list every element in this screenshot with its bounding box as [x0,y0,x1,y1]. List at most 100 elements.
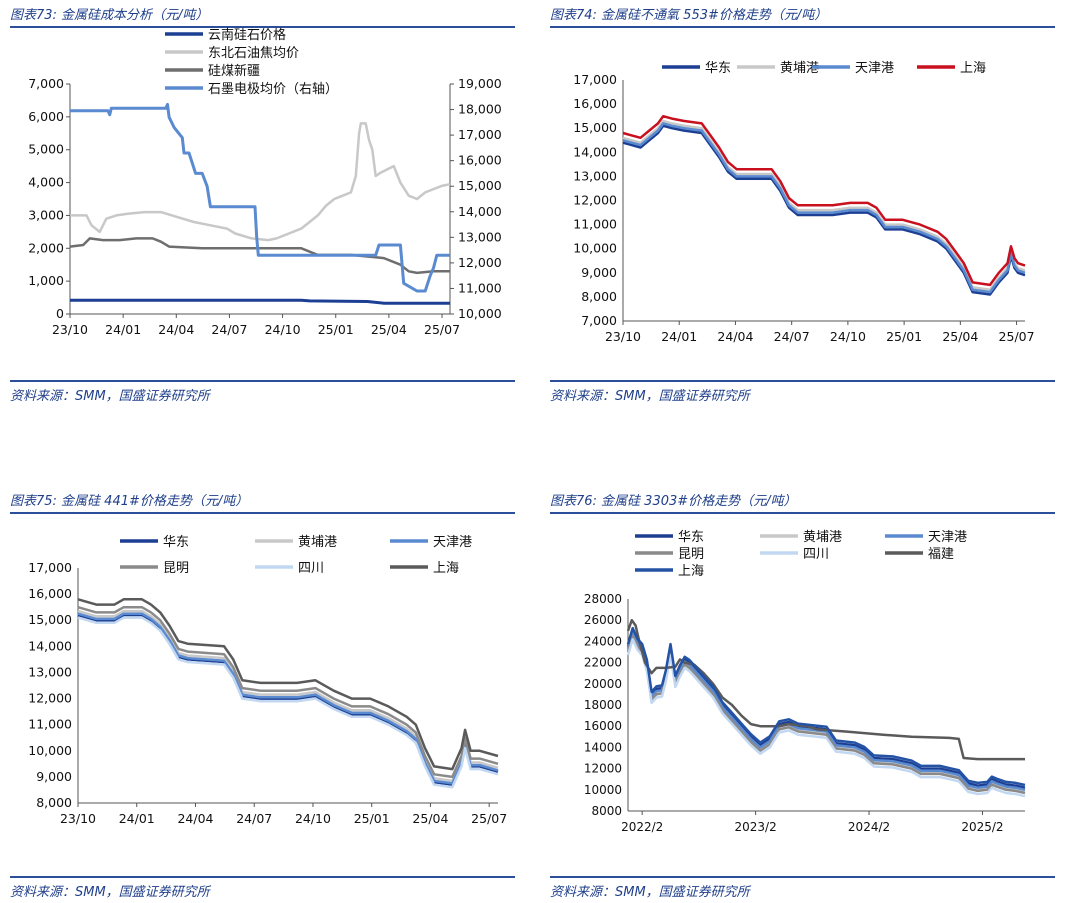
y-tick-label: 11,000 [28,717,72,732]
x-tick-label: 24/04 [717,329,753,344]
series-line-3 [69,237,450,275]
x-tick-label: 25/01 [318,322,354,337]
legend-label: 天津港 [433,535,472,550]
y-tick-label: 1,000 [28,273,64,288]
x-tick-label: 24/07 [774,329,810,344]
y-tick-label: 6,000 [28,109,64,124]
y-tick-label: 9,000 [581,265,617,280]
y-tick-label: 12,000 [573,193,617,208]
series-line-5 [626,638,1026,798]
legend-label: 华东 [705,61,731,76]
y-tick-label: 10000 [584,783,622,797]
chart-75: 8,000 9,000 10,000 11,000 12,000 13,000 14,000… [28,535,507,826]
y-tick-label: 4,000 [28,175,64,190]
series-line-1 [622,124,1026,296]
y-tick-label: 8,000 [581,289,617,304]
series-line-2 [70,122,451,242]
legend-label: 云南硅石价格 [208,27,286,43]
y-tick-label: 14000 [584,740,622,754]
chart-source: 资料来源：SMM，国盛证券研究所 [10,380,515,404]
series-line-2 [622,119,1026,291]
y-tick-label: 10,000 [28,743,72,758]
x-tick-label: 25/01 [354,811,390,826]
y-tick-label: 16,000 [573,96,617,111]
x-tick-label: 2023/2 [734,820,776,834]
x-tick-label: 23/10 [60,811,96,826]
x-tick-label: 24/07 [236,811,272,826]
legend-label: 天津港 [928,530,967,545]
x-tick-label: 2024/2 [848,820,890,834]
legend-label: 黄埔港 [780,61,819,76]
y-tick-label: 12,000 [28,691,72,706]
y2-tick-label: 10,000 [458,306,502,321]
y2-tick-label: 14,000 [458,204,502,219]
y-tick-label: 20000 [584,677,622,691]
y-tick-label: 17,000 [573,72,617,87]
y-tick-label: 9,000 [36,769,72,784]
legend-label: 黄埔港 [298,535,337,550]
y-tick-label: 15,000 [28,612,72,627]
y2-tick-label: 12,000 [458,255,502,270]
x-tick-label: 25/01 [886,329,922,344]
y-tick-label: 18000 [584,698,622,712]
x-tick-label: 24/04 [177,811,213,826]
legend-label: 天津港 [855,61,894,76]
x-tick-label: 24/04 [158,322,194,337]
x-tick-label: 24/01 [119,811,155,826]
x-tick-label: 23/10 [605,329,641,344]
legend-label: 昆明 [678,547,704,562]
series-line-3 [77,612,499,785]
series-line-6 [626,618,1025,761]
chart-source: 资料来源：SMM，国盛证券研究所 [550,876,1055,900]
legend-label: 上海 [433,561,459,576]
legend-label: 上海 [960,61,986,76]
y-tick-label: 13,000 [573,168,617,183]
x-tick-label: 24/10 [265,322,301,337]
legend-label: 上海 [678,564,704,579]
x-tick-label: 25/07 [424,322,460,337]
y-tick-label: 17,000 [28,560,72,575]
chart-title: 图表74: 金属硅不通氧 553#价格走势（元/吨） [550,4,1055,28]
legend-label: 四川 [803,547,829,562]
y2-tick-label: 13,000 [458,229,502,244]
series-line-3 [626,631,1026,792]
x-tick-label: 24/07 [211,322,247,337]
series-line-6 [77,598,499,771]
x-tick-label: 2025/2 [961,820,1003,834]
legend-label: 四川 [298,561,324,576]
y2-tick-label: 18,000 [458,102,502,117]
series-line-3 [622,122,1026,294]
y2-tick-label: 15,000 [458,178,502,193]
chart-source: 资料来源：SMM，国盛证券研究所 [10,876,515,900]
chart-74: 7,000 8,000 9,000 10,000 11,000 12,000 13,000 1… [573,61,1034,344]
series-line-5 [77,616,499,789]
x-tick-label: 25/04 [371,322,407,337]
legend-label: 华东 [163,535,189,550]
chart-73: 0 1,000 2,000 3,000 4,000 5,000 6,000 7,000 10,0… [28,27,502,337]
y2-tick-label: 16,000 [458,153,502,168]
y2-tick-label: 19,000 [458,76,502,91]
y-tick-label: 10,000 [573,241,617,256]
y-tick-label: 14,000 [573,144,617,159]
y-tick-label: 16000 [584,719,622,733]
y-tick-label: 14,000 [28,638,72,653]
legend-label: 石墨电极均价（右轴） [208,82,338,97]
chart-title: 图表75: 金属硅 441#价格走势（元/吨） [10,490,515,514]
y-tick-label: 8,000 [36,795,72,810]
series-line-4 [70,102,450,293]
chart-title: 图表76: 金属硅 3303#价格走势（元/吨） [550,490,1055,514]
chart-76: 8000 10000 12000 14000 16000 18000 20000 22000 2… [584,530,1026,834]
y-tick-label: 22000 [584,656,622,670]
y-tick-label: 15,000 [573,120,617,135]
x-tick-label: 2022/2 [621,820,663,834]
x-tick-label: 23/10 [52,322,88,337]
series-line-2 [77,609,499,783]
legend-label: 硅煤新疆 [208,63,260,79]
y-tick-label: 12000 [584,762,622,776]
x-tick-label: 25/07 [471,811,507,826]
series-line-4 [77,605,499,779]
y-tick-label: 16,000 [28,586,72,601]
chart-source: 资料来源：SMM，国盛证券研究所 [550,380,1055,404]
legend-label: 华东 [678,530,704,545]
legend-label: 东北石油焦均价 [208,46,299,61]
